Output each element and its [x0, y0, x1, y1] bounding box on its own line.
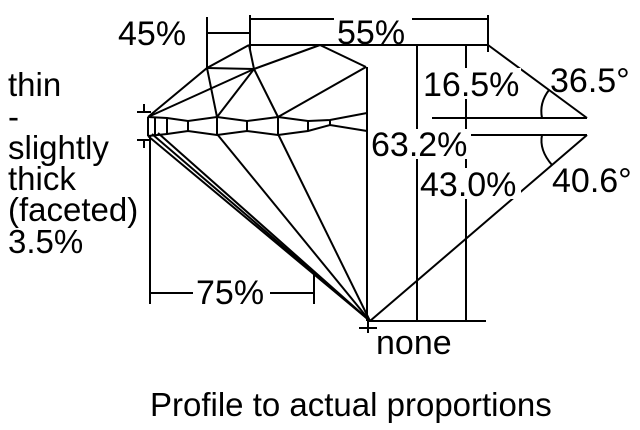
girdle-note-line-2: - [8, 98, 19, 135]
pavilion-angle-arc [540, 134, 553, 166]
measurement-labels: 45% 55% 16.5% 36.5° 63.2% 43.0% 40.6° 75… [118, 14, 632, 362]
girdle-top-edge [147, 112, 368, 123]
girdle-note: thin - slightly thick (faceted) 3.5% [8, 66, 138, 260]
crown-height-label: 16.5% [423, 66, 519, 104]
girdle-facet-dividers [154, 117, 331, 135]
girdle-note-line-5: (faceted) [8, 191, 138, 228]
lower-girdle-label: 75% [196, 274, 264, 312]
total-depth-label: 63.2% [371, 126, 467, 164]
pavilion-facet-lines [151, 132, 371, 322]
crown-slope-right [487, 44, 588, 119]
crown-angle-arc [540, 89, 550, 119]
crown-angle-label: 36.5° [550, 62, 630, 100]
pavilion-angle-label: 40.6° [552, 162, 632, 200]
table-label: 55% [337, 14, 405, 52]
star-length-label: 45% [118, 15, 186, 53]
girdle-note-line-6: 3.5% [8, 223, 83, 260]
angle-arcs [540, 89, 553, 166]
girdle-bottom-edge [147, 123, 368, 137]
girdle-note-line-3: slightly [8, 129, 109, 166]
crown-facet-lines [147, 44, 368, 321]
girdle-band [147, 112, 368, 137]
dimension-lines [137, 15, 587, 333]
figure-caption: Profile to actual proportions [150, 386, 552, 423]
label-masks [193, 17, 521, 306]
pavilion-depth-label: 43.0% [420, 166, 516, 204]
girdle-note-line-4: thick [8, 160, 76, 197]
girdle-note-line-1: thin [8, 66, 61, 103]
crown-silhouette-left [147, 44, 250, 118]
culet-label: none [376, 324, 452, 362]
pavilion-slope-right [369, 134, 588, 322]
